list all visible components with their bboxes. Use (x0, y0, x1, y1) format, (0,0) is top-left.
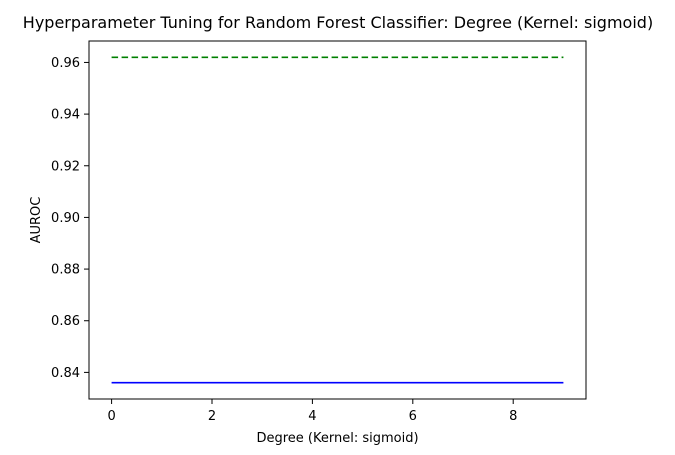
y-axis: 0.84 0.86 0.88 0.90 0.92 0.94 0.96 (51, 56, 89, 381)
y-tick-label-1: 0.86 (51, 314, 80, 329)
axes-frame (88, 40, 587, 400)
x-tick-label-2: 4 (308, 409, 316, 424)
x-axis: 0 2 4 6 8 (107, 399, 517, 424)
x-axis-label: Degree (Kernel: sigmoid) (256, 431, 418, 446)
y-tick-label-0: 0.84 (51, 366, 80, 381)
chart-title: Hyperparameter Tuning for Random Forest … (23, 13, 653, 32)
x-tick-label-0: 0 (107, 409, 115, 424)
x-tick-label-3: 6 (409, 409, 417, 424)
y-tick-label-6: 0.96 (51, 56, 80, 71)
x-tick-label-4: 8 (509, 409, 517, 424)
x-tick-label-1: 2 (208, 409, 216, 424)
y-tick-label-4: 0.92 (51, 159, 80, 174)
y-tick-label-2: 0.88 (51, 263, 80, 278)
plot-area (111, 56, 564, 384)
y-tick-label-3: 0.90 (51, 211, 80, 226)
y-axis-label: AUROC (29, 197, 44, 244)
y-tick-label-5: 0.94 (51, 108, 80, 123)
